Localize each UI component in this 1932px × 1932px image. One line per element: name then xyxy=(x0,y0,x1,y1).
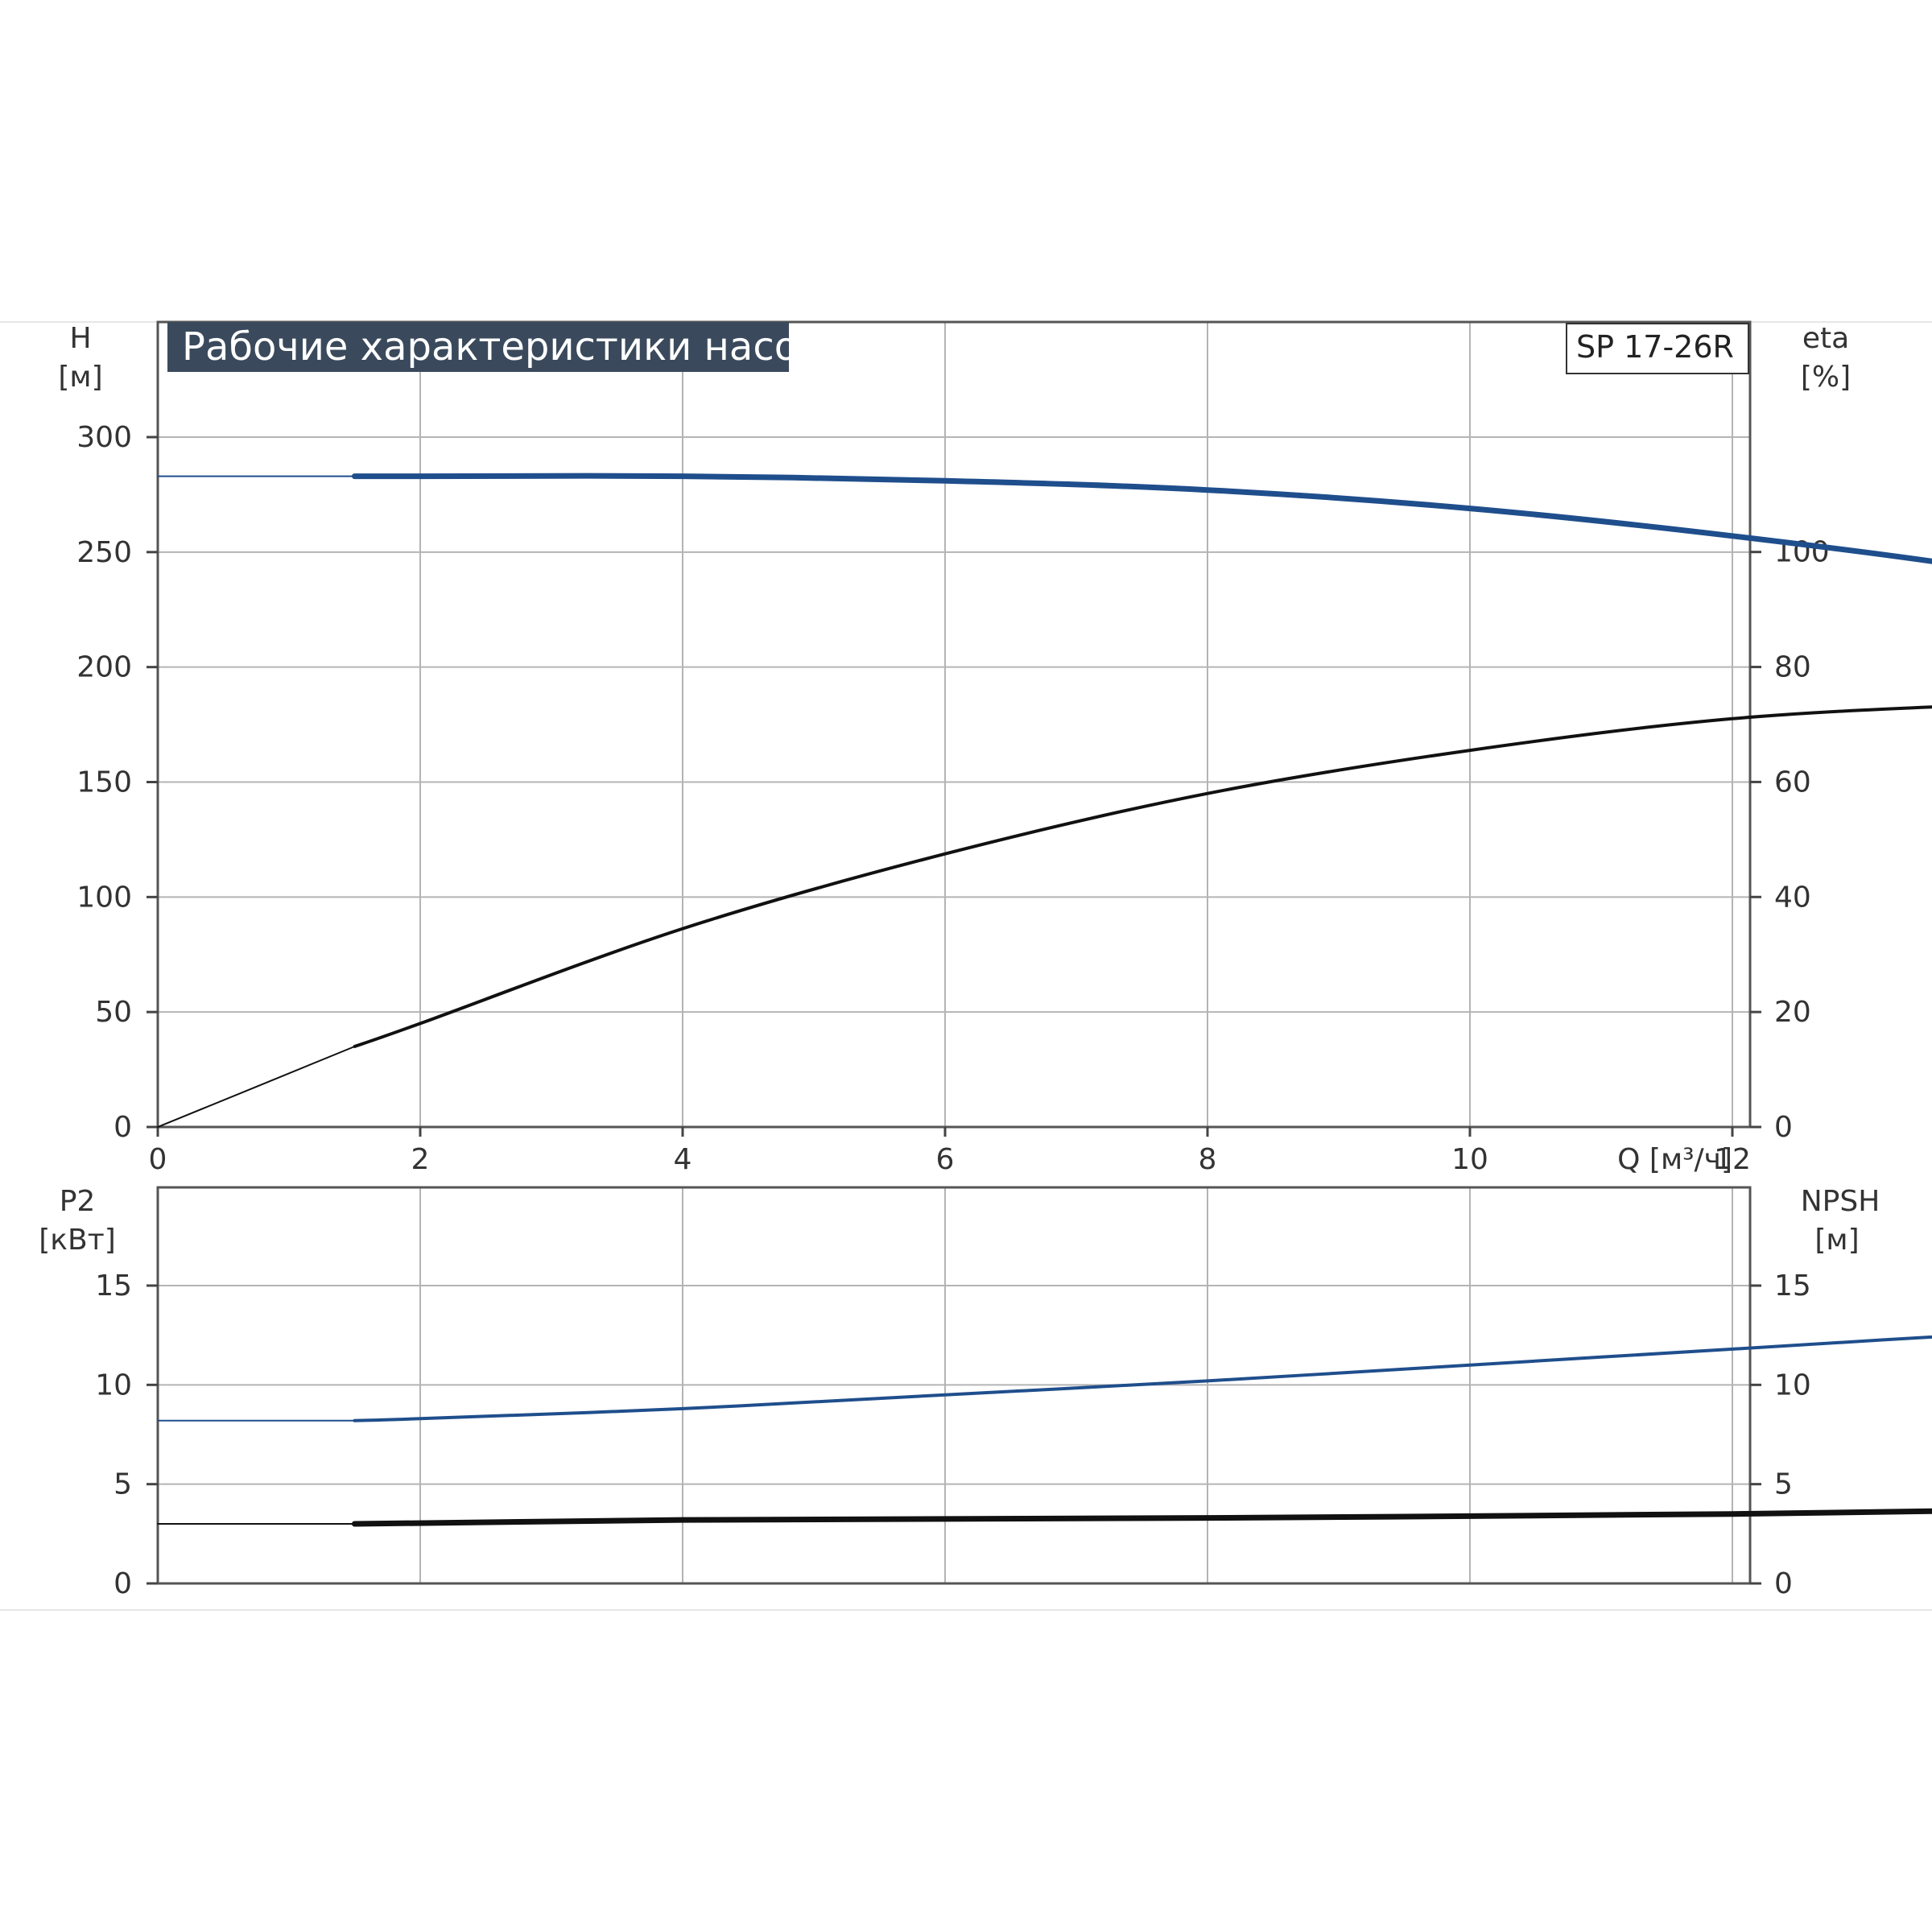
y-left-tick-label: 50 xyxy=(95,996,132,1029)
y-right-tick-label: 40 xyxy=(1774,881,1811,914)
y-left-tick-label: 0 xyxy=(114,1567,132,1600)
y-left-tick-label: 0 xyxy=(114,1111,132,1144)
bottom-panel-ticks: 0 5 10 15 0 5 10 15 xyxy=(95,1269,1811,1600)
h-unit-label: [м] xyxy=(58,361,102,394)
y-right-tick-label: 60 xyxy=(1774,766,1811,799)
bottom-panel-series xyxy=(157,1335,1932,1527)
y-left-tick-label: 10 xyxy=(95,1368,132,1402)
model-box xyxy=(1566,323,1749,374)
top-panel-ticks: 0501001502002503000204060801000246810121… xyxy=(76,421,1829,1176)
h-axis-label: H xyxy=(69,322,91,355)
y-left-tick-label: 200 xyxy=(76,651,132,684)
npsh-curve xyxy=(352,1508,1932,1527)
y-left-tick-label: 300 xyxy=(76,421,132,454)
chart-title: Рабочие характеристики насоса xyxy=(182,324,843,369)
q-axis-label: Q [м³/ч] xyxy=(1617,1143,1732,1176)
y-right-tick-label: 0 xyxy=(1774,1111,1793,1144)
x-tick-label: 8 xyxy=(1199,1143,1217,1176)
p2-power-curve xyxy=(353,1335,1932,1422)
y-right-tick-label: 80 xyxy=(1774,651,1811,684)
y-left-tick-label: 100 xyxy=(76,881,132,914)
x-tick-label: 0 xyxy=(149,1143,167,1176)
bottom-panel-grid xyxy=(158,1187,1750,1583)
y-left-tick-label: 15 xyxy=(95,1269,132,1302)
title-box xyxy=(167,322,789,372)
x-tick-label: 6 xyxy=(936,1143,955,1176)
p2-axis-label: P2 xyxy=(60,1185,96,1218)
x-tick-label: 10 xyxy=(1451,1143,1488,1176)
npsh-axis-label: NPSH xyxy=(1801,1185,1880,1218)
efficiency-curve xyxy=(353,705,1932,1048)
p2-unit-label: [кВт] xyxy=(39,1224,116,1257)
y-right-tick-label: 15 xyxy=(1774,1269,1811,1302)
x-tick-label: 12 xyxy=(1714,1143,1751,1176)
y-right-tick-label: 20 xyxy=(1774,996,1811,1029)
x-tick-label: 4 xyxy=(674,1143,692,1176)
y-left-tick-label: 250 xyxy=(76,536,132,569)
top-panel-frame xyxy=(156,320,1752,1129)
y-left-tick-label: 150 xyxy=(76,766,132,799)
top-panel-grid xyxy=(158,322,1750,1127)
eta-axis-label: eta xyxy=(1802,322,1849,355)
npsh-unit-label: [м] xyxy=(1814,1224,1859,1257)
model-label: SP 17-26R xyxy=(1576,329,1734,365)
axis-labels: H [м] eta [%] Q [м³/ч] P2 [кВт] NPSH [м] xyxy=(39,322,1880,1257)
y-left-tick-label: 5 xyxy=(114,1468,132,1501)
head-curve xyxy=(352,473,1932,564)
y-right-tick-label: 0 xyxy=(1774,1567,1793,1600)
top-panel-series xyxy=(157,473,1932,1128)
y-right-tick-label: 5 xyxy=(1774,1468,1793,1501)
eta-unit-label: [%] xyxy=(1801,361,1851,394)
x-tick-label: 2 xyxy=(411,1143,430,1176)
y-right-tick-label: 10 xyxy=(1774,1368,1811,1402)
efficiency-curve-extension xyxy=(157,1046,356,1128)
